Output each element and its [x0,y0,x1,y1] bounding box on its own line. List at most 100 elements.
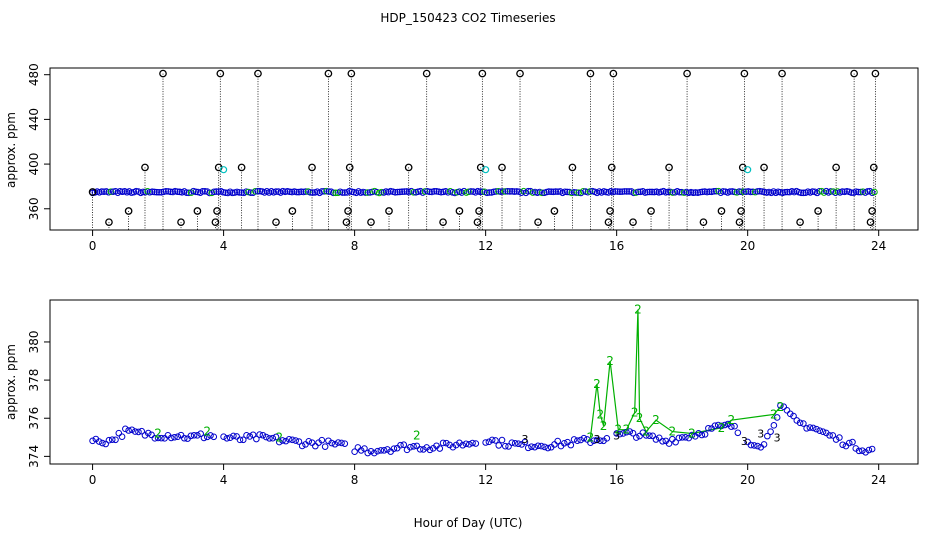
flag3-point [139,188,147,196]
calibration-point [699,218,708,227]
flag3-point [703,188,711,196]
flag3-point [623,428,630,436]
flag3-point [521,438,529,446]
flag3-point [223,435,231,442]
flag3-point [531,443,539,451]
flag2-point [332,189,339,197]
flag3-point [862,448,869,456]
flag3-point [171,187,179,195]
flag2-glyph: 2 [652,413,660,427]
flag3-point [275,438,283,446]
flag3-point [318,436,326,444]
flag3-point [430,188,438,195]
flag3-point [370,449,378,457]
flag3-point [135,428,142,436]
top-axes: 0 4 8 12 16 20 24 360 400 440 480 [27,63,886,253]
x-tick-label: 20 [740,239,755,253]
flag3-point [747,441,755,449]
flag2-glyph: 2 [642,425,650,439]
flag3-point [551,441,558,448]
flag3-point [511,440,519,447]
flag3-point [272,188,280,195]
flag3-point [665,440,673,447]
flag3-point [302,188,310,195]
flag3-point [410,443,417,450]
flag3-point [183,189,190,197]
flag3-point [501,442,509,450]
y-tick-label: 378 [27,369,41,392]
calibration-point [568,163,577,172]
flag3-point [692,189,699,196]
flag3-point [756,187,764,195]
flag3-point [855,447,863,455]
flag3-point [767,428,774,435]
flag3-point [187,432,195,440]
flag3-point [735,188,743,195]
flag3-point [167,434,175,442]
flag3-point [492,188,500,195]
flag3-point [596,437,604,445]
flag3-point [642,432,650,439]
calibration-point [422,69,431,78]
flag3-point [320,187,328,195]
flag3-point [659,437,666,445]
flag3-point [328,439,335,447]
calibration-point [796,218,804,227]
flag3-point [614,188,621,195]
calibration-point [516,69,524,78]
flag3-glyph: 3 [521,433,528,446]
flag3-point [300,188,307,196]
flag3-point [849,438,856,446]
flag2-glyph: 2 [669,425,677,439]
flag3-point [312,442,319,450]
x-tick-label: 0 [89,473,97,487]
calibration-point [850,69,858,78]
calibration-point [498,163,506,172]
flag3-point [734,429,742,437]
flag3-point [511,188,518,195]
flag3-point [200,434,208,442]
flag3-point [561,188,569,196]
flag3-point [781,188,789,196]
flag3-point [848,189,855,196]
flag3-point [483,189,491,197]
flag3-point [714,421,722,429]
flag3-point [652,436,660,443]
calibration-point [404,163,413,172]
flag3-point [185,189,193,197]
flag3-point [132,187,140,195]
flag3-point [394,188,401,196]
flag3-point [148,188,156,196]
flag3-point [384,446,391,453]
flag3-point [750,442,758,449]
flag3-point [664,188,672,196]
flag3-point [131,428,139,435]
flag3-point [758,188,766,195]
flag3-point [485,438,493,446]
calibration-point [216,69,225,78]
flag3-point [367,447,375,455]
flag3-point [567,441,575,449]
flag3-point [99,439,106,447]
calibration-point [629,218,637,227]
calibration-point [141,163,149,172]
flag3-point [226,434,234,442]
calibration-point [105,218,113,227]
flag3-point [587,439,594,447]
flag3-point [499,188,507,195]
calibration-point [324,69,333,78]
calibration-point [272,218,280,227]
flag3-point [201,188,209,195]
flag3-point [144,429,152,437]
flag3-point [770,422,778,429]
flag3-point [158,434,165,442]
flag3-point [253,435,260,443]
flag3-point [538,442,545,450]
calibration-point [866,218,875,227]
flag3-point [574,437,581,445]
flag3-point [331,440,339,448]
calibration-point [385,207,393,215]
flag3-point [593,436,601,444]
calibration-point [478,69,487,78]
